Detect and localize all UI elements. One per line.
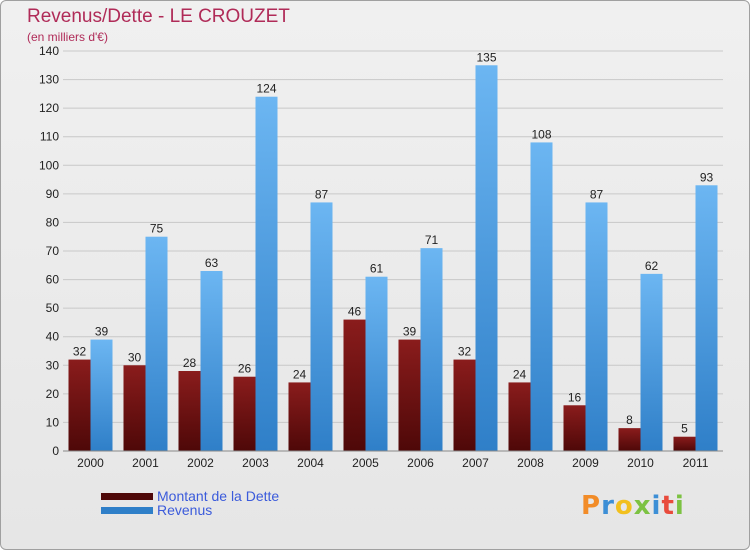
x-tick-label: 2001 — [132, 456, 159, 470]
y-tick-label: 50 — [46, 301, 60, 315]
data-label-revenue: 61 — [370, 262, 384, 276]
x-tick-label: 2002 — [187, 456, 214, 470]
logo-letter: t — [661, 491, 675, 521]
chart-title: Revenus/Dette - LE CROUZET — [27, 6, 290, 27]
data-label-revenue: 39 — [95, 325, 109, 339]
data-label-debt: 8 — [626, 413, 633, 427]
bar-revenue — [640, 273, 663, 451]
y-tick-label: 140 — [39, 44, 59, 58]
data-label-revenue: 87 — [315, 187, 329, 201]
bar-revenue — [475, 65, 498, 452]
data-label-revenue: 87 — [590, 187, 604, 201]
legend-label-revenue: Revenus — [157, 502, 213, 518]
x-tick-label: 2000 — [77, 456, 104, 470]
logo-letter: i — [651, 491, 662, 521]
x-tick-label: 2007 — [462, 456, 489, 470]
y-tick-label: 70 — [46, 244, 60, 258]
bar-revenue — [255, 96, 278, 451]
data-labels: 32 39 30 75 28 63 26 124 24 87 46 61 39 71 32 135 24 108 1… — [73, 50, 714, 435]
bar-debt — [233, 376, 256, 451]
bar-debt — [288, 382, 311, 451]
data-label-revenue: 62 — [645, 259, 659, 273]
bar-revenue — [90, 339, 113, 451]
grid-lines — [63, 50, 723, 423]
y-tick-label: 90 — [46, 187, 60, 201]
data-label-revenue: 108 — [531, 127, 551, 141]
data-label-debt: 32 — [73, 345, 87, 359]
logo-letter: P — [581, 491, 602, 521]
legend-swatch-debt — [101, 493, 153, 500]
data-label-revenue: 63 — [205, 256, 219, 270]
x-axis-ticks: 2000 2001 2002 2003 2004 2005 2006 2007 2008 2009… — [77, 456, 709, 470]
y-tick-label: 110 — [40, 130, 59, 144]
data-label-debt: 32 — [458, 345, 472, 359]
y-tick-label: 120 — [39, 101, 59, 115]
data-label-revenue: 75 — [150, 222, 164, 236]
data-label-debt: 46 — [348, 305, 362, 319]
data-label-debt: 5 — [681, 422, 688, 436]
data-label-debt: 16 — [568, 390, 582, 404]
data-label-debt: 24 — [293, 367, 307, 381]
bar-revenue — [420, 248, 443, 451]
x-tick-label: 2010 — [627, 456, 654, 470]
bar-revenue — [310, 202, 333, 451]
y-tick-label: 0 — [52, 444, 59, 458]
y-tick-label: 130 — [39, 73, 59, 87]
bar-revenue — [530, 142, 553, 451]
data-label-debt: 39 — [403, 325, 417, 339]
y-tick-label: 60 — [46, 273, 60, 287]
data-label-revenue: 71 — [425, 233, 439, 247]
proxiti-logo: Proxiti — [581, 491, 685, 521]
logo-letter: r — [601, 491, 615, 521]
x-tick-label: 2008 — [517, 456, 544, 470]
bar-revenue — [695, 185, 718, 452]
y-axis-ticks: 0 10 20 30 40 50 60 70 80 90 100 110 120 130 140 — [39, 44, 59, 458]
data-label-revenue: 135 — [476, 50, 496, 64]
bar-debt — [453, 359, 476, 451]
data-label-debt: 26 — [238, 362, 252, 376]
y-tick-label: 80 — [46, 215, 60, 229]
data-label-revenue: 93 — [700, 170, 714, 184]
y-tick-label: 20 — [46, 387, 60, 401]
bar-debt — [178, 371, 201, 451]
logo-letter: x — [633, 491, 652, 521]
y-tick-label: 40 — [46, 330, 60, 344]
bar-debt — [673, 436, 696, 451]
x-tick-label: 2003 — [242, 456, 269, 470]
data-label-debt: 28 — [183, 356, 197, 370]
bar-revenue — [585, 202, 608, 451]
logo-letter: i — [674, 491, 685, 521]
data-label-revenue: 124 — [256, 82, 276, 96]
logo-letter: o — [614, 491, 634, 521]
data-label-debt: 30 — [128, 350, 142, 364]
bar-debt — [123, 365, 146, 451]
x-tick-label: 2004 — [297, 456, 324, 470]
y-tick-label: 100 — [39, 158, 59, 172]
bars — [68, 65, 718, 452]
x-tick-label: 2009 — [572, 456, 599, 470]
bar-debt — [343, 319, 366, 451]
x-tick-label: 2005 — [352, 456, 379, 470]
bar-debt — [68, 359, 91, 451]
y-tick-label: 10 — [46, 415, 60, 429]
bar-debt — [398, 339, 421, 451]
x-tick-label: 2006 — [407, 456, 434, 470]
bar-debt — [618, 428, 641, 451]
bar-debt — [563, 405, 586, 451]
bar-debt — [508, 382, 531, 451]
legend-swatch-revenue — [101, 507, 153, 514]
x-tick-label: 2011 — [683, 456, 709, 470]
data-label-debt: 24 — [513, 367, 527, 381]
bar-revenue — [365, 276, 388, 451]
y-tick-label: 30 — [46, 358, 60, 372]
chart-subtitle: (en milliers d'€) — [27, 30, 108, 44]
legend-label-debt: Montant de la Dette — [157, 488, 280, 504]
bar-revenue — [200, 271, 223, 451]
bar-revenue — [145, 236, 168, 451]
